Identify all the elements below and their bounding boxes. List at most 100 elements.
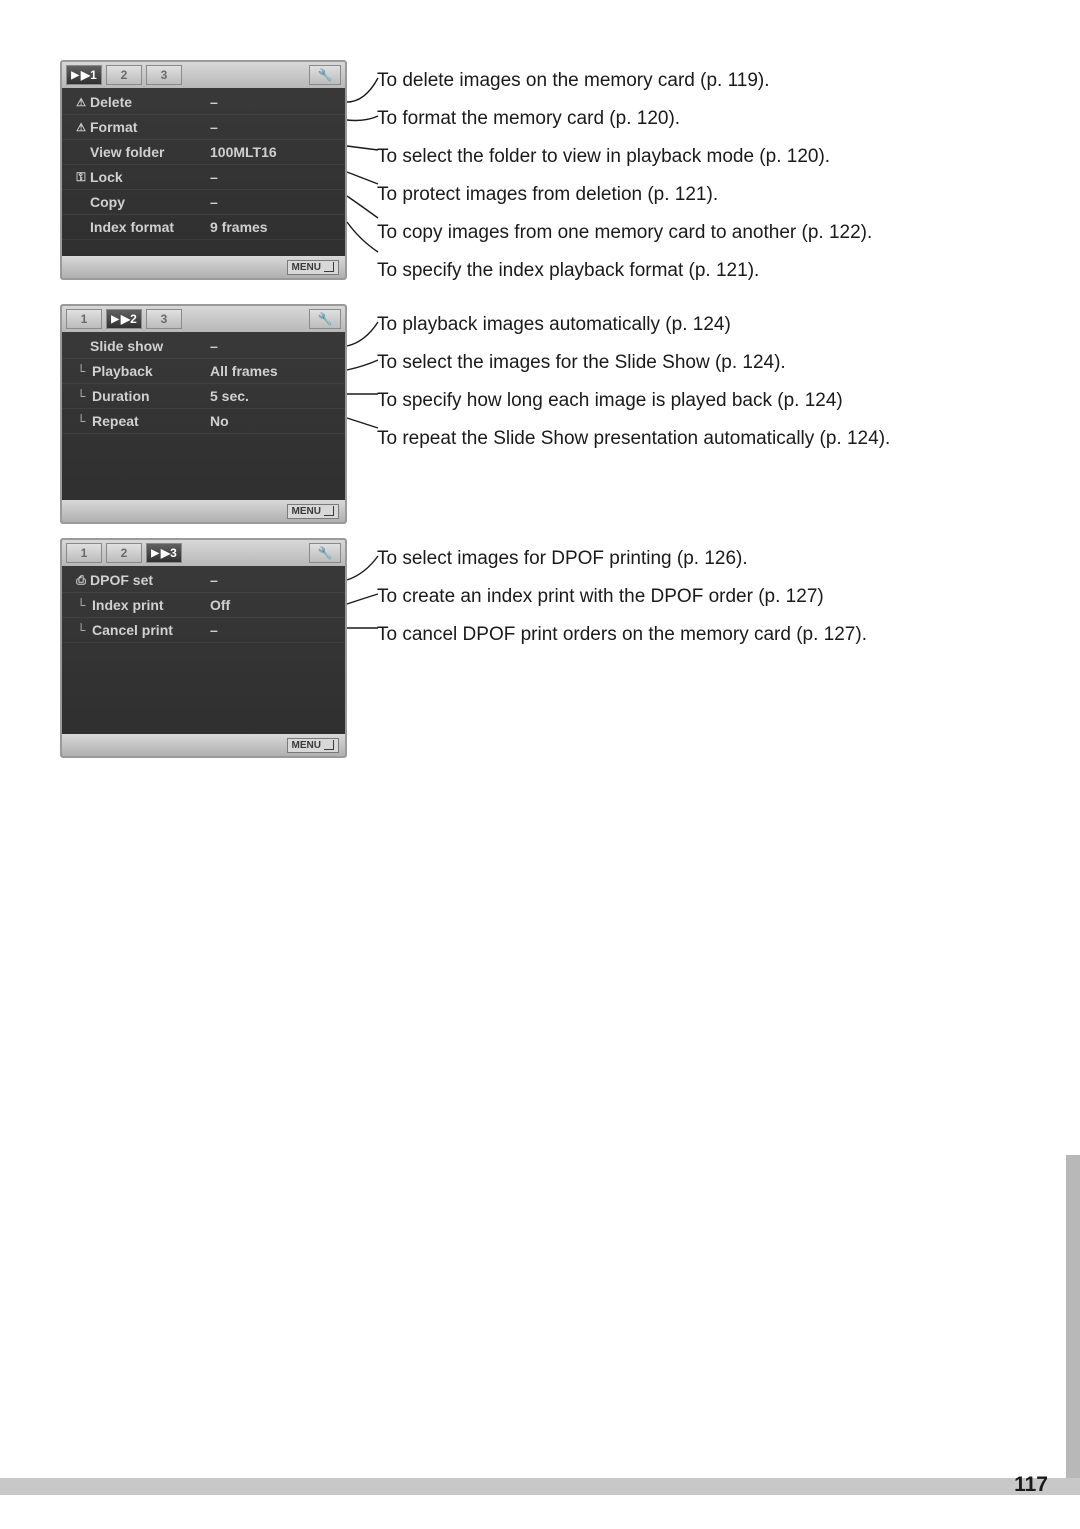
desc-index-print: To create an index print with the DPOF o… bbox=[377, 578, 867, 616]
menu-label: Playback bbox=[90, 363, 210, 379]
setup-tab[interactable]: 🔧 bbox=[309, 309, 341, 329]
sub-icon bbox=[72, 389, 90, 403]
section-playback-menu-2: 1 ▶▶2 3 🔧 Slide show – Playback All fram… bbox=[60, 304, 1030, 524]
warn-icon bbox=[72, 96, 90, 109]
desc-delete: To delete images on the memory card (p. … bbox=[377, 62, 872, 100]
menu-body-3: DPOF set – Index print Off Cancel print … bbox=[62, 566, 345, 645]
key-icon bbox=[72, 170, 90, 185]
menu-value: – bbox=[210, 94, 218, 110]
warn-icon bbox=[72, 121, 90, 134]
section-playback-menu-3: 1 2 ▶▶3 🔧 DPOF set – Index print Off bbox=[60, 538, 1030, 758]
menu-row-copy[interactable]: Copy – bbox=[62, 190, 345, 215]
tab-play-2[interactable]: ▶▶2 bbox=[106, 309, 142, 329]
menu-value: – bbox=[210, 194, 218, 210]
page-number: 117 bbox=[1014, 1473, 1048, 1497]
menu-value: Off bbox=[210, 597, 230, 613]
tab-play-3[interactable]: ▶▶3 bbox=[146, 543, 182, 563]
menu-label: Duration bbox=[90, 388, 210, 404]
menu-panel-1: ▶▶1 2 3 🔧 Delete – Format – View bbox=[60, 60, 347, 280]
footer-bar bbox=[0, 1478, 1080, 1495]
menu-row-slide-show[interactable]: Slide show – bbox=[62, 334, 345, 359]
menu-label: Repeat bbox=[90, 413, 210, 429]
menu-value: – bbox=[210, 169, 218, 185]
menu-row-index-print[interactable]: Index print Off bbox=[62, 593, 345, 618]
menu-return-tag: MENU bbox=[287, 504, 339, 519]
menu-value: – bbox=[210, 622, 218, 638]
menu-row-repeat[interactable]: Repeat No bbox=[62, 409, 345, 434]
sub-icon bbox=[72, 598, 90, 612]
descriptions-1: To delete images on the memory card (p. … bbox=[377, 60, 872, 290]
descriptions-3: To select images for DPOF printing (p. 1… bbox=[377, 538, 867, 654]
tab-play-2[interactable]: 2 bbox=[106, 65, 142, 85]
tab-label: 2 bbox=[121, 68, 128, 82]
tab-play-1[interactable]: ▶▶1 bbox=[66, 65, 102, 85]
menu-return-tag: MENU bbox=[287, 738, 339, 753]
wrench-icon: 🔧 bbox=[318, 546, 333, 560]
menu-body-2: Slide show – Playback All frames Duratio… bbox=[62, 332, 345, 436]
menu-tabs-3: 1 2 ▶▶3 🔧 bbox=[62, 540, 345, 566]
menu-value: 100MLT16 bbox=[210, 144, 277, 160]
menu-value: All frames bbox=[210, 363, 278, 379]
tab-label: 1 bbox=[81, 546, 88, 560]
wrench-icon: 🔧 bbox=[318, 68, 333, 82]
tab-label: ▶3 bbox=[161, 546, 177, 560]
tab-play-2[interactable]: 2 bbox=[106, 543, 142, 563]
sub-icon bbox=[72, 623, 90, 637]
desc-slide-show: To playback images automatically (p. 124… bbox=[377, 306, 890, 344]
menu-row-duration[interactable]: Duration 5 sec. bbox=[62, 384, 345, 409]
desc-cancel-print: To cancel DPOF print orders on the memor… bbox=[377, 616, 867, 654]
tab-play-3[interactable]: 3 bbox=[146, 65, 182, 85]
menu-tabs-2: 1 ▶▶2 3 🔧 bbox=[62, 306, 345, 332]
menu-row-dpof-set[interactable]: DPOF set – bbox=[62, 568, 345, 593]
menu-row-cancel-print[interactable]: Cancel print – bbox=[62, 618, 345, 643]
setup-tab[interactable]: 🔧 bbox=[309, 65, 341, 85]
tab-label: ▶1 bbox=[81, 68, 97, 82]
desc-playback: To select the images for the Slide Show … bbox=[377, 344, 890, 382]
menu-label: Format bbox=[90, 119, 210, 135]
menu-row-delete[interactable]: Delete – bbox=[62, 90, 345, 115]
desc-index-format: To specify the index playback format (p.… bbox=[377, 252, 872, 290]
manual-page: ▶▶1 2 3 🔧 Delete – Format – View bbox=[0, 0, 1080, 758]
menu-row-index-format[interactable]: Index format 9 frames bbox=[62, 215, 345, 240]
tab-label: 3 bbox=[161, 312, 168, 326]
desc-format: To format the memory card (p. 120). bbox=[377, 100, 872, 138]
descriptions-2: To playback images automatically (p. 124… bbox=[377, 304, 890, 458]
menu-body-1: Delete – Format – View folder 100MLT16 L… bbox=[62, 88, 345, 242]
wrench-icon: 🔧 bbox=[318, 312, 333, 326]
section-playback-menu-1: ▶▶1 2 3 🔧 Delete – Format – View bbox=[60, 60, 1030, 290]
menu-label: Lock bbox=[90, 169, 210, 185]
menu-value: 5 sec. bbox=[210, 388, 249, 404]
print-icon bbox=[72, 573, 90, 588]
menu-row-playback[interactable]: Playback All frames bbox=[62, 359, 345, 384]
menu-label: Slide show bbox=[90, 338, 210, 354]
tab-play-3[interactable]: 3 bbox=[146, 309, 182, 329]
menu-tag-label: MENU bbox=[292, 506, 321, 517]
tab-play-1[interactable]: 1 bbox=[66, 309, 102, 329]
setup-tab[interactable]: 🔧 bbox=[309, 543, 341, 563]
desc-dpof-set: To select images for DPOF printing (p. 1… bbox=[377, 540, 867, 578]
sub-icon bbox=[72, 364, 90, 378]
menu-label: Index format bbox=[90, 219, 210, 235]
menu-value: – bbox=[210, 572, 218, 588]
menu-label: View folder bbox=[90, 144, 210, 160]
desc-view-folder: To select the folder to view in playback… bbox=[377, 138, 872, 176]
menu-row-view-folder[interactable]: View folder 100MLT16 bbox=[62, 140, 345, 165]
menu-value: 9 frames bbox=[210, 219, 268, 235]
tab-play-1[interactable]: 1 bbox=[66, 543, 102, 563]
menu-label: Index print bbox=[90, 597, 210, 613]
menu-panel-2: 1 ▶▶2 3 🔧 Slide show – Playback All fram… bbox=[60, 304, 347, 524]
desc-duration: To specify how long each image is played… bbox=[377, 382, 890, 420]
menu-panel-3: 1 2 ▶▶3 🔧 DPOF set – Index print Off bbox=[60, 538, 347, 758]
menu-value: – bbox=[210, 119, 218, 135]
menu-footer: MENU bbox=[62, 734, 345, 756]
menu-row-format[interactable]: Format – bbox=[62, 115, 345, 140]
menu-row-lock[interactable]: Lock – bbox=[62, 165, 345, 190]
tab-label: 2 bbox=[121, 546, 128, 560]
tab-label: ▶2 bbox=[121, 312, 137, 326]
menu-footer: MENU bbox=[62, 500, 345, 522]
menu-tag-label: MENU bbox=[292, 262, 321, 273]
menu-value: No bbox=[210, 413, 229, 429]
menu-tag-label: MENU bbox=[292, 740, 321, 751]
edge-index-tab bbox=[1066, 1155, 1080, 1495]
menu-label: DPOF set bbox=[90, 572, 210, 588]
